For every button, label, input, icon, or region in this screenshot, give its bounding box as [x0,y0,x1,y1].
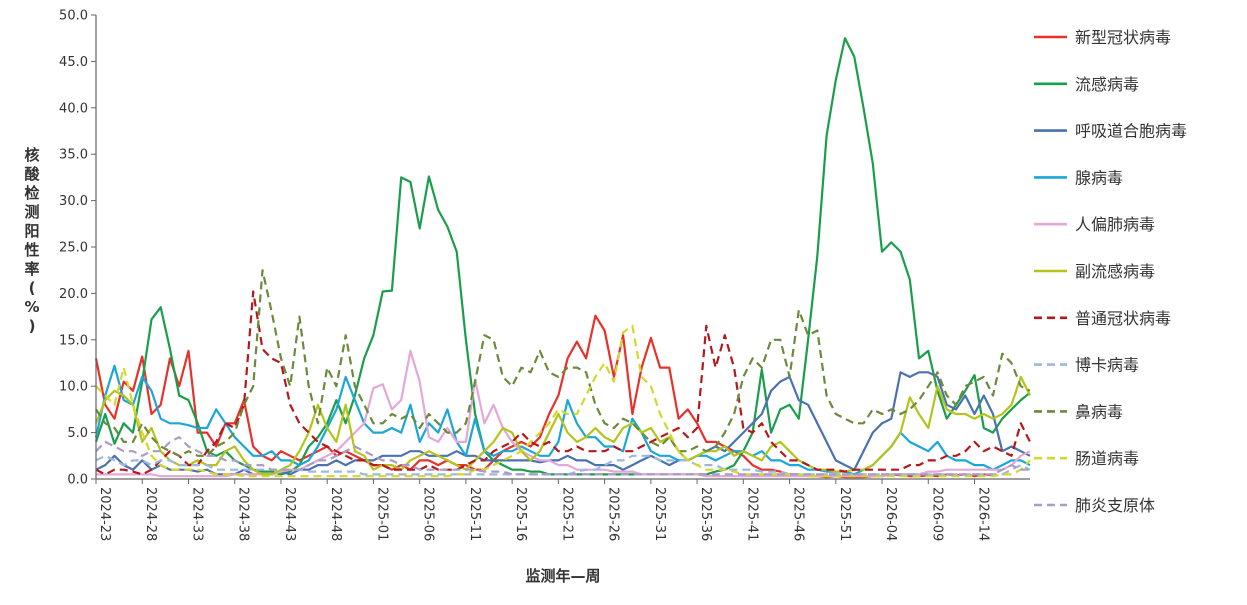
series-line [95,269,1031,457]
legend-label: 新型冠状病毒 [1075,28,1171,47]
x-tick-label: 2024-43 [282,487,297,541]
x-axis-title: 监测年—周 [525,567,600,585]
x-tick-label: 2025-21 [559,487,574,541]
y-tick-label: 40.0 [59,101,88,116]
x-tick-label: 2026-14 [976,487,991,541]
series-lines [94,37,1031,479]
x-tick-label: 2024-28 [143,487,158,541]
series-line [94,375,1031,476]
y-tick-label: 15.0 [59,333,88,348]
x-tick-label: 2025-11 [467,487,482,541]
x-tick-label: 2025-51 [837,487,852,541]
y-tick-label: 0.0 [67,473,88,488]
legend-label: 流感病毒 [1075,75,1139,94]
y-tick-label: 10.0 [59,380,88,395]
series-line [94,314,994,479]
x-tick-label: 2025-41 [744,487,759,541]
legend-label: 人偏肺病毒 [1075,215,1155,234]
y-tick-label: 30.0 [59,194,88,209]
series-line [95,436,1030,476]
y-tick-label: 25.0 [59,241,88,256]
x-tick-label: 2025-36 [698,487,713,541]
x-tick-label: 2025-26 [606,487,621,541]
y-axis-ticks: 0.0 5.0 10.0 15.0 20.0 25.0 30.0 35.0 40.0 45.0 50… [59,9,96,488]
x-tick-label: 2024-23 [97,487,112,541]
x-tick-label: 2024-38 [236,487,251,541]
x-tick-label: 2026-04 [883,487,898,541]
legend-label: 鼻病毒 [1075,402,1123,421]
legend-label: 呼吸道合胞病毒 [1075,122,1187,141]
legend-label: 肺炎支原体 [1075,496,1155,515]
y-tick-label: 5.0 [67,426,88,441]
legend-label: 博卡病毒 [1075,356,1139,375]
x-tick-label: 2025-01 [374,487,389,541]
x-tick-label: 2024-48 [328,487,343,541]
legend-label: 副流感病毒 [1075,262,1155,281]
x-tick-label: 2024-33 [189,487,204,541]
x-tick-label: 2025-16 [513,487,528,541]
y-tick-label: 20.0 [59,287,88,302]
x-axis-ticks: 2024-23 2024-28 2024-33 2024-38 2024-43 2024-… [95,479,991,541]
x-tick-label: 2025-31 [652,487,667,541]
y-tick-label: 50.0 [59,9,88,24]
legend-label: 肠道病毒 [1075,449,1139,468]
y-tick-label: 35.0 [59,148,88,163]
series-line [95,324,1031,478]
legend-label: 腺病毒 [1075,168,1123,187]
x-tick-label: 2025-46 [791,487,806,541]
y-axis-title: 核酸检测阳性率(%) [24,146,40,335]
legend-label: 普通冠状病毒 [1075,309,1171,328]
x-tick-label: 2026-09 [929,487,944,541]
legend: 新型冠状病毒流感病毒呼吸道合胞病毒腺病毒人偏肺病毒副流感病毒普通冠状病毒博卡病毒… [1034,28,1187,515]
y-tick-label: 45.0 [59,55,88,70]
x-tick-label: 2025-06 [421,487,436,541]
